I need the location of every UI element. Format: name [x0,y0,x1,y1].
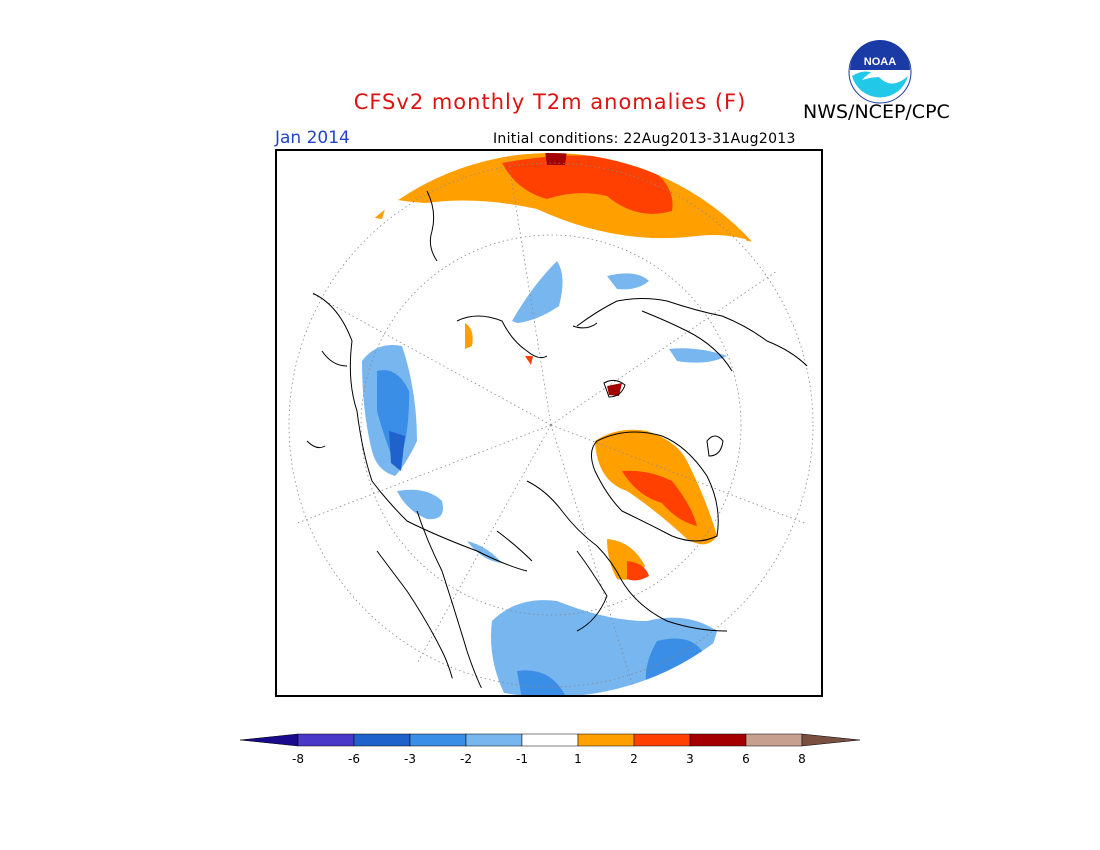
chart-title: CFSv2 monthly T2m anomalies (F) [353,90,747,114]
legend-tick-label: -6 [348,752,360,766]
legend-tick-label: -3 [404,752,416,766]
anomaly-region-hot-hudson [627,561,649,581]
legend-swatch [689,733,747,747]
anomaly-region-very-cold-west [389,431,405,471]
anomaly-region-cool-east [669,348,727,363]
legend-tick-label: 1 [574,752,582,766]
legend-tick-label: -1 [516,752,528,766]
legend-swatch [353,733,411,747]
legend-tick-label: -8 [292,752,304,766]
anomaly-region-hot-small [525,356,533,365]
anomaly-region-cool-siberia-2 [607,273,649,290]
anomaly-region-hot-greenland [622,470,697,526]
initial-conditions-label: Initial conditions: 22Aug2013-31Aug2013 [493,131,796,147]
agency-label: NWS/NCEP/CPC [803,101,950,123]
legend-tick-label: 8 [798,752,806,766]
lat-lon-grid [279,153,821,695]
anomaly-region-cool-europe [397,489,443,520]
coastlines [306,190,808,695]
valid-month-label: Jan 2014 [275,128,350,148]
legend-tick-label: 3 [686,752,694,766]
legend-tick-label: 2 [630,752,638,766]
legend-tick-label: -2 [460,752,472,766]
anomaly-region-very-hot-north [545,153,567,165]
color-legend [240,733,861,747]
legend-arrow-low [240,733,299,747]
legend-swatch [465,733,523,747]
anomaly-region-warm-small-2 [465,323,473,349]
legend-swatch [297,733,355,747]
legend-swatch [409,733,467,747]
legend-swatch [521,733,579,747]
legend-swatch [745,733,803,747]
polar-anomaly-map [275,149,823,697]
anomaly-region-warm-small [369,203,387,219]
anomaly-region-hot-north [502,155,673,214]
legend-swatch [633,733,691,747]
anomaly-region-very-hot-small [607,383,622,396]
noaa-logo-icon: NOAA [848,40,912,104]
legend-swatch [577,733,635,747]
legend-tick-label: 6 [742,752,750,766]
legend-arrow-high [801,733,861,747]
anomaly-region-cool-siberia [512,261,563,323]
anomaly-region-cool-baltic [467,541,502,563]
map-canvas [279,153,821,695]
anomaly-region-cold-namerica [645,638,707,691]
anomaly-region-cold-namerica-2 [517,670,567,695]
noaa-logo-text: NOAA [864,56,896,68]
